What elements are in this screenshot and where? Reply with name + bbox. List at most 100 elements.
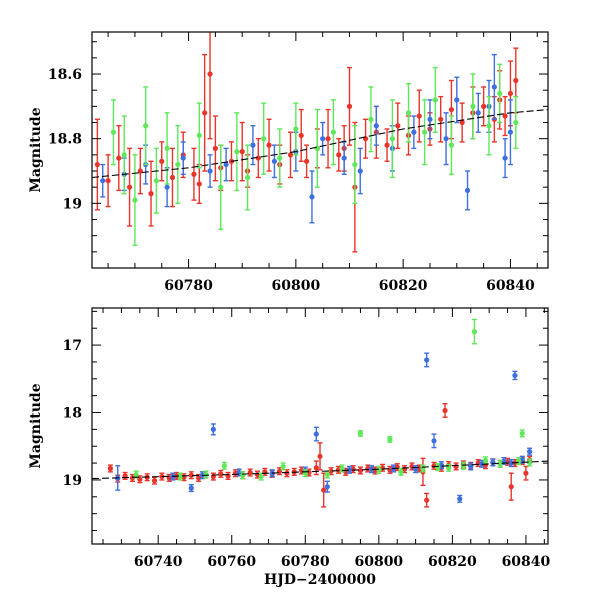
upper-data-point <box>266 142 272 148</box>
upper-plot-area <box>92 32 548 253</box>
lower-data-point <box>460 463 467 469</box>
upper-data-point <box>309 194 315 200</box>
upper-data-point <box>416 113 422 119</box>
upper-data-point <box>486 123 492 129</box>
upper-y-axis-label: Magnitude <box>28 107 44 192</box>
upper-data-point <box>432 97 438 103</box>
upper-data-point <box>293 126 299 132</box>
upper-series-2 <box>110 63 519 247</box>
lower-data-point <box>424 357 430 363</box>
lower-data-point <box>284 470 290 476</box>
lower-panel: 60740 60760 60780 60800 60820 60840 17 18 19 Magn… <box>28 307 551 588</box>
lower-data-point <box>376 467 382 473</box>
upper-data-point <box>121 152 127 158</box>
upper-x-tick-label: 60780 <box>164 278 213 294</box>
upper-data-point <box>438 116 444 122</box>
upper-data-point <box>443 136 449 142</box>
upper-data-point <box>427 116 433 122</box>
lower-data-point <box>317 453 323 459</box>
lower-data-point <box>512 372 518 379</box>
lower-data-point <box>151 478 158 484</box>
lower-data-point <box>339 465 345 472</box>
lower-data-point <box>313 431 319 437</box>
lower-data-point <box>398 469 404 475</box>
upper-data-point <box>132 197 138 203</box>
lower-data-point <box>324 471 330 478</box>
lower-series-1 <box>115 352 533 503</box>
upper-data-point <box>212 145 218 151</box>
upper-data-point <box>448 106 455 113</box>
upper-data-point <box>464 187 471 194</box>
lower-data-point <box>357 467 364 474</box>
lower-data-point <box>497 461 503 467</box>
upper-data-point <box>164 184 170 190</box>
lower-data-point <box>435 464 441 470</box>
upper-data-point <box>164 145 170 151</box>
upper-data-point <box>497 90 503 97</box>
upper-data-point <box>100 178 106 184</box>
upper-data-point <box>314 145 320 151</box>
lower-plot-area <box>92 318 548 508</box>
lower-y-tick-label: 17 <box>63 338 82 354</box>
lower-trend-line <box>92 460 548 480</box>
upper-data-point <box>110 129 117 135</box>
lower-x-tick-label: 60840 <box>502 554 551 570</box>
upper-data-point <box>384 142 390 148</box>
upper-data-point <box>513 77 519 84</box>
lower-data-point <box>453 463 459 470</box>
lower-data-point <box>519 430 525 437</box>
lower-data-point <box>346 467 353 473</box>
lower-data-point <box>321 487 327 493</box>
upper-data-point <box>389 136 396 142</box>
upper-x-tick-label: 60840 <box>486 278 535 294</box>
lower-data-point <box>133 471 139 478</box>
lower-data-point <box>324 484 330 490</box>
upper-data-point <box>502 155 508 161</box>
upper-data-point <box>196 181 202 187</box>
upper-data-point <box>454 97 460 103</box>
lower-series-2 <box>133 318 533 481</box>
upper-data-point <box>507 90 514 97</box>
lower-y-axis-label: Magnitude <box>28 383 44 468</box>
lower-y-tick-label: 18 <box>63 406 82 422</box>
lower-series-0 <box>107 403 533 508</box>
upper-data-point <box>180 155 186 161</box>
upper-data-point <box>411 129 417 135</box>
upper-data-point <box>223 161 229 168</box>
upper-data-point <box>159 158 165 164</box>
upper-data-point <box>368 116 374 122</box>
lower-data-point <box>313 465 319 471</box>
upper-data-point <box>448 142 455 148</box>
lower-data-point <box>357 430 364 437</box>
lower-data-point <box>177 473 183 480</box>
lower-data-point <box>188 485 194 491</box>
lower-data-point <box>159 473 165 480</box>
upper-data-point <box>126 184 133 190</box>
lower-data-point <box>387 436 393 443</box>
upper-y-tick-label: 18.6 <box>48 67 82 83</box>
lower-data-point <box>457 496 463 502</box>
lower-data-point <box>508 460 514 466</box>
upper-data-point <box>303 158 310 164</box>
upper-data-point <box>395 123 401 129</box>
upper-data-point <box>105 178 111 184</box>
upper-data-point <box>196 132 202 139</box>
upper-data-point <box>261 136 267 142</box>
lower-data-point <box>107 465 113 472</box>
upper-x-tick-label: 60820 <box>379 278 428 294</box>
lower-x-tick-label: 60820 <box>428 554 477 570</box>
lower-data-point <box>508 484 514 490</box>
upper-data-point <box>502 113 508 119</box>
upper-data-point <box>287 152 294 158</box>
upper-data-point <box>175 161 181 168</box>
upper-data-point <box>218 184 224 190</box>
lower-data-point <box>258 473 264 480</box>
lower-data-point <box>523 470 529 476</box>
upper-data-point <box>207 71 213 77</box>
upper-data-point <box>330 129 337 135</box>
upper-data-point <box>325 136 331 142</box>
upper-data-point <box>153 178 159 184</box>
lower-data-point <box>221 463 227 469</box>
upper-data-point <box>148 191 154 197</box>
lower-data-point <box>527 459 533 466</box>
